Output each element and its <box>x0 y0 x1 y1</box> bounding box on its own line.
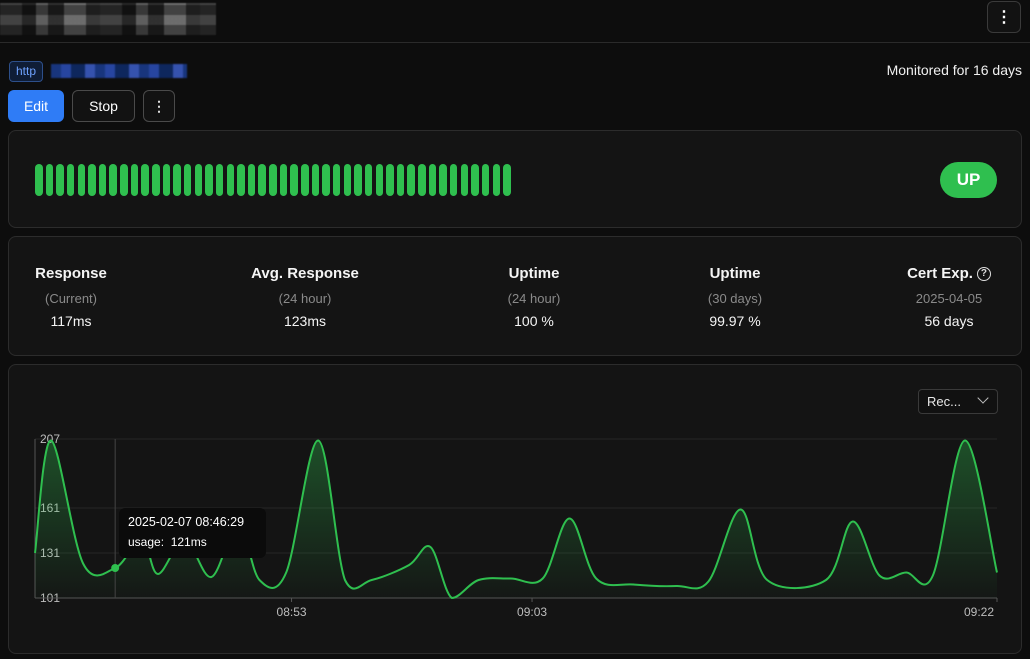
heartbeat-beat[interactable] <box>332 164 341 196</box>
heartbeat-bar <box>35 164 511 196</box>
heartbeat-beat[interactable] <box>120 164 128 196</box>
stat-value: 56 days <box>924 313 974 329</box>
heartbeat-beat[interactable] <box>449 164 458 196</box>
heartbeat-beat[interactable] <box>290 164 298 196</box>
stat-value: 123ms <box>283 313 327 329</box>
heartbeat-beat[interactable] <box>56 164 64 196</box>
heartbeat-beat[interactable] <box>428 164 437 196</box>
stats-card: Response (Current) 117ms Avg. Response (… <box>8 236 1022 356</box>
status-badge: UP <box>940 162 997 198</box>
heartbeat-beat[interactable] <box>396 164 405 196</box>
heartbeat-beat[interactable] <box>418 164 426 196</box>
heartbeat-beat[interactable] <box>35 164 43 196</box>
tooltip-series-label: usage: <box>128 535 165 549</box>
stat-label: Response <box>35 265 107 282</box>
tooltip-value: 121ms <box>170 535 207 549</box>
y-tick-label: 207 <box>40 432 60 446</box>
heartbeat-beat[interactable] <box>215 164 224 196</box>
x-tick-label: 09:03 <box>517 605 547 619</box>
stat-sub: (24 hour) <box>278 291 332 306</box>
chart-series-line <box>34 439 998 600</box>
edit-button[interactable]: Edit <box>8 90 64 122</box>
time-range-value: Rec... <box>927 394 961 409</box>
heartbeat-beat[interactable] <box>141 164 149 196</box>
top-bar: ⋮ <box>0 0 1030 43</box>
heartbeat-beat[interactable] <box>375 164 383 196</box>
stat-sub: (30 days) <box>707 291 763 306</box>
heartbeat-beat[interactable] <box>205 164 213 196</box>
heartbeat-beat[interactable] <box>109 164 117 196</box>
stat-sub: 2025-04-05 <box>915 291 983 306</box>
hover-point <box>111 564 120 572</box>
heartbeat-beat[interactable] <box>88 164 96 196</box>
stat-uptime-30d: Uptime (30 days) 99.97 % <box>685 265 785 329</box>
stat-label: Avg. Response <box>251 265 359 282</box>
stat-value: 99.97 % <box>709 313 761 329</box>
heartbeat-beat[interactable] <box>183 164 192 196</box>
heartbeat-beat[interactable] <box>407 164 415 196</box>
heartbeat-beat[interactable] <box>460 164 469 196</box>
heartbeat-beat[interactable] <box>226 164 235 196</box>
heartbeat-beat[interactable] <box>439 164 447 196</box>
time-range-select[interactable]: Rec... <box>918 389 998 414</box>
heartbeat-beat[interactable] <box>269 164 277 196</box>
heartbeat-beat[interactable] <box>45 164 54 196</box>
heartbeat-beat[interactable] <box>152 164 160 196</box>
vertical-dots-icon[interactable]: ⋮ <box>987 1 1021 33</box>
heartbeat-beat[interactable] <box>322 164 330 196</box>
tooltip-time: 2025-02-07 08:46:29 <box>128 515 245 529</box>
heartbeat-beat[interactable] <box>162 164 171 196</box>
stop-button[interactable]: Stop <box>72 90 135 122</box>
heartbeat-beat[interactable] <box>301 164 309 196</box>
heartbeat-beat[interactable] <box>279 164 288 196</box>
heartbeat-beat[interactable] <box>173 164 181 196</box>
stat-value: 100 % <box>514 313 554 329</box>
help-circle-icon[interactable]: ? <box>976 267 991 281</box>
heartbeat-beat[interactable] <box>311 164 320 196</box>
monitor-url-redacted[interactable] <box>51 64 187 78</box>
stat-label: Cert Exp. <box>907 265 973 282</box>
heartbeat-beat[interactable] <box>98 164 107 196</box>
more-actions-button[interactable]: ⋮ <box>143 90 175 122</box>
heartbeat-beat[interactable] <box>481 164 490 196</box>
stat-label: Uptime <box>508 265 560 282</box>
heartbeat-beat[interactable] <box>354 164 362 196</box>
heartbeat-beat[interactable] <box>386 164 394 196</box>
heartbeat-beat[interactable] <box>503 164 511 196</box>
stat-label: Uptime <box>709 265 761 282</box>
chart-tooltip: 2025-02-07 08:46:29 usage: 121ms <box>119 508 266 558</box>
heartbeat-beat[interactable] <box>194 164 203 196</box>
stat-avg-response: Avg. Response (24 hour) 123ms <box>235 265 375 329</box>
heartbeat-card: UP <box>8 130 1022 228</box>
heartbeat-beat[interactable] <box>66 164 75 196</box>
x-tick-label: 08:53 <box>277 605 307 619</box>
stat-uptime-24h: Uptime (24 hour) 100 % <box>484 265 584 329</box>
stat-value: 117ms <box>50 313 92 329</box>
heartbeat-beat[interactable] <box>77 164 86 196</box>
monitor-title-redacted <box>0 3 216 35</box>
heartbeat-beat[interactable] <box>247 164 256 196</box>
monitored-duration: Monitored for 16 days <box>886 62 1022 78</box>
stat-response-current: Response (Current) 117ms <box>31 265 111 329</box>
stat-sub: (Current) <box>44 291 97 306</box>
heartbeat-beat[interactable] <box>471 164 479 196</box>
heartbeat-beat[interactable] <box>492 164 501 196</box>
heartbeat-beat[interactable] <box>343 164 352 196</box>
stat-cert-expiry: Cert Exp.? 2025-04-05 56 days <box>889 265 1009 329</box>
heartbeat-beat[interactable] <box>258 164 266 196</box>
heartbeat-beat[interactable] <box>364 164 373 196</box>
x-tick-label: 09:22 <box>964 605 994 619</box>
stat-sub: (24 hour) <box>507 291 561 306</box>
monitor-type-badge: http <box>9 61 44 82</box>
heartbeat-beat[interactable] <box>130 164 139 196</box>
heartbeat-beat[interactable] <box>237 164 245 196</box>
vertical-dots-icon: ⋮ <box>152 97 166 114</box>
